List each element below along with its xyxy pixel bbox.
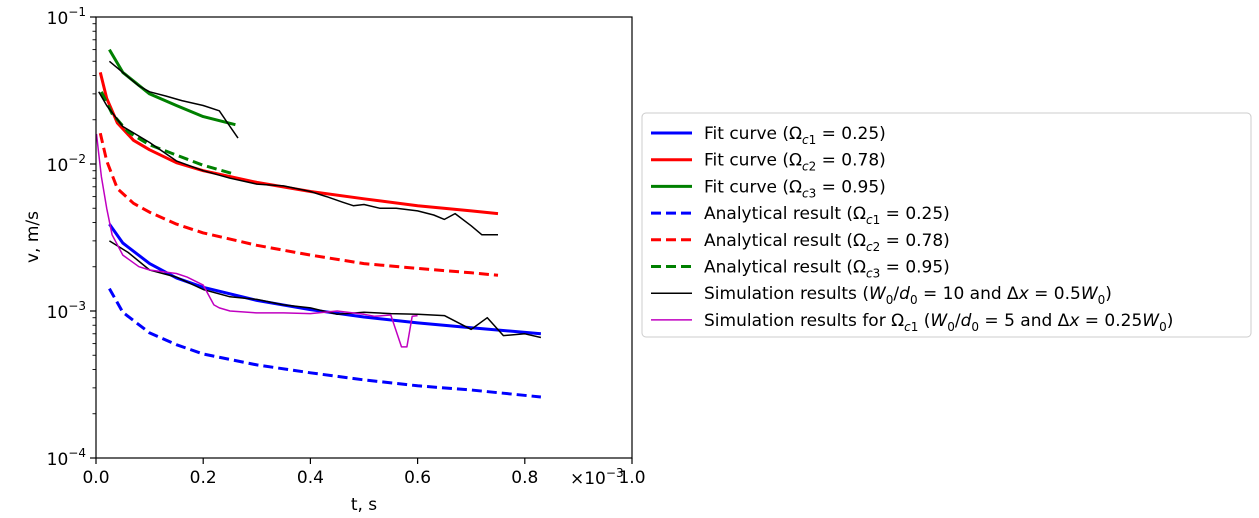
x-tick-label: 0.8 (511, 468, 538, 488)
series-line-6 (100, 91, 236, 176)
series-line-5 (98, 132, 499, 277)
x-tick-label: 0.4 (297, 468, 324, 488)
legend-label-1: Fit curve (Ωc1 = 0.25) (704, 124, 886, 147)
legend-label-6: Analytical result (Ωc3 = 0.95) (704, 258, 950, 281)
legend-box (641, 112, 1252, 338)
x-axis-multiplier: ×10−3 (570, 466, 624, 489)
y-tick-label: 10−3 (47, 299, 86, 323)
y-tick-label: 10−2 (47, 152, 86, 176)
x-axis: 0.0 0.2 0.4 0.6 0.8 1.0 (82, 458, 646, 488)
series-line-4 (108, 287, 542, 399)
plot-series (95, 48, 542, 399)
x-tick-label: 0.2 (190, 468, 217, 488)
x-multiplier-base: ×10 (570, 469, 606, 489)
x-tick-label: 0.0 (82, 468, 109, 488)
legend-label-2: Fit curve (Ωc2 = 0.78) (704, 151, 886, 174)
series-line-7-part-3 (109, 240, 542, 339)
series-line-2 (98, 72, 499, 216)
x-tick-label: 1.0 (618, 468, 645, 488)
series-line-7-part-1 (108, 60, 239, 139)
legend-label-4: Analytical result (Ωc1 = 0.25) (704, 204, 950, 227)
y-tick-label: 10−4 (47, 446, 86, 470)
legend-label-5: Analytical result (Ωc2 = 0.78) (704, 231, 950, 254)
plot-frame (95, 16, 633, 459)
legend-label-8: Simulation results for Ωc1 (W0/d0 = 5 an… (704, 311, 1173, 334)
legend-label-7: Simulation results (W0/d0 = 10 and Δx = … (704, 284, 1112, 307)
legend: Fit curve (Ωc1 = 0.25) Fit curve (Ωc2 = 0… (641, 112, 1252, 338)
y-axis: 10−4 10−3 10−2 10−1 (47, 5, 96, 470)
series-line-7-part-2 (98, 91, 498, 236)
x-multiplier-exponent: −3 (606, 466, 624, 480)
x-axis-label: t, s (351, 495, 377, 515)
series-line-8 (95, 133, 418, 348)
legend-label-3: Fit curve (Ωc3 = 0.95) (704, 177, 886, 200)
y-tick-label: 10−1 (47, 5, 86, 29)
series-line-3 (108, 48, 236, 127)
y-axis-label: v, m/s (23, 211, 43, 263)
x-tick-label: 0.6 (404, 468, 431, 488)
series-line-1 (108, 223, 542, 336)
